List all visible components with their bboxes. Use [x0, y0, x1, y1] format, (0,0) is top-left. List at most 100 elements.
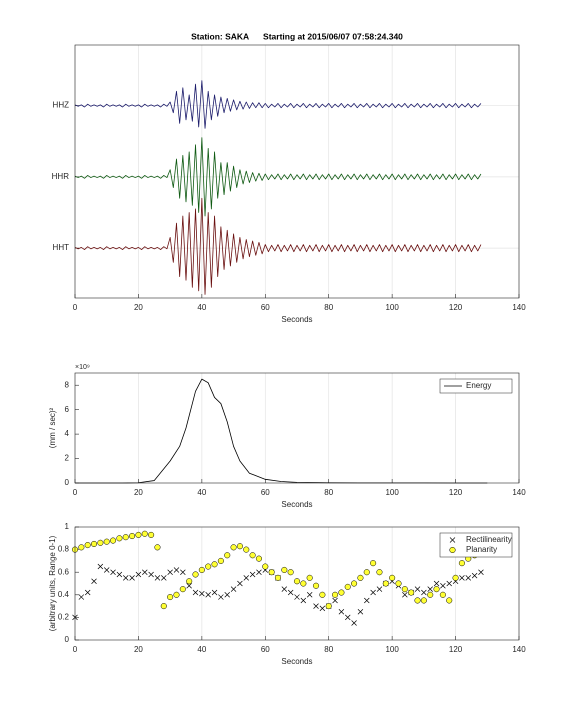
x-marker [161, 575, 167, 581]
circle-marker [401, 586, 408, 593]
y-tick-label: 0.2 [58, 613, 70, 622]
circle-marker [135, 531, 142, 538]
legend-swatch [449, 546, 456, 554]
circle-marker [351, 580, 358, 587]
circle-marker [186, 578, 193, 585]
x-marker [103, 567, 110, 573]
x-marker [376, 586, 383, 592]
x-tick-label: 0 [73, 303, 78, 312]
x-tick-label: 120 [449, 645, 463, 654]
x-marker [281, 586, 288, 592]
x-marker [116, 571, 123, 578]
legend-label: Planarity [466, 545, 497, 554]
circle-marker [141, 530, 148, 537]
circle-marker [243, 546, 250, 553]
circle-marker [408, 589, 415, 596]
x-marker [433, 580, 440, 587]
circle-marker [129, 532, 136, 540]
x-marker [306, 592, 313, 598]
y-tick-label: 1 [65, 522, 70, 531]
circle-marker [363, 569, 370, 576]
circle-marker [452, 574, 459, 581]
circle-marker [293, 578, 301, 585]
x-tick-label: 40 [197, 645, 206, 654]
x-marker [319, 605, 326, 612]
circle-marker [338, 589, 345, 596]
x-tick-label: 80 [324, 488, 333, 497]
circle-marker [154, 544, 161, 551]
circle-marker [439, 591, 446, 598]
circle-marker [230, 544, 237, 551]
circle-marker [97, 539, 104, 546]
plot-area [75, 45, 519, 298]
circle-marker [389, 574, 396, 581]
x-marker [249, 571, 256, 578]
circle-marker [236, 543, 243, 550]
circle-marker [382, 580, 389, 587]
series-line [74, 80, 482, 129]
x-tick-label: 60 [261, 488, 270, 497]
x-tick-label: 100 [385, 488, 399, 497]
x-tick-label: 80 [324, 645, 333, 654]
circle-marker [274, 574, 282, 581]
circle-marker [122, 534, 129, 541]
series-line [74, 137, 482, 217]
x-marker [173, 567, 180, 573]
x-marker [357, 609, 364, 615]
x-marker [243, 575, 250, 581]
legend-label: Rectilinearity [466, 535, 512, 544]
x-tick-label: 140 [512, 645, 526, 654]
x-marker [199, 590, 205, 597]
x-marker [84, 589, 91, 596]
x-tick-label: 0 [73, 488, 78, 497]
y-tick-label: 0 [65, 635, 70, 644]
x-marker [465, 575, 472, 581]
circle-marker [255, 555, 262, 562]
y-tick-label: HHZ [53, 101, 70, 110]
chart-title: Station: SAKA Starting at 2015/06/07 07:… [191, 31, 403, 41]
x-marker [351, 620, 357, 626]
circle-marker [84, 542, 91, 549]
circle-marker [198, 566, 205, 573]
x-marker [148, 571, 154, 578]
x-tick-label: 100 [385, 303, 399, 312]
x-marker [192, 589, 199, 596]
circle-marker [217, 557, 224, 564]
x-marker [427, 586, 433, 592]
x-marker [313, 603, 319, 609]
y-tick-label: 8 [65, 380, 70, 389]
x-tick-label: 40 [197, 488, 206, 497]
circle-marker [446, 597, 453, 604]
circle-marker [179, 586, 186, 593]
y-tick-label: 6 [65, 405, 70, 414]
x-marker [122, 575, 129, 581]
x-marker [78, 594, 85, 600]
circle-marker [148, 531, 155, 538]
circle-marker [90, 540, 98, 548]
x-marker [414, 586, 421, 592]
x-axis-label: Seconds [281, 315, 312, 324]
x-tick-label: 20 [134, 645, 143, 654]
x-tick-label: 40 [197, 303, 206, 312]
x-marker [364, 597, 370, 604]
circle-marker [300, 580, 307, 587]
legend-label: Energy [466, 381, 491, 390]
y-axis-label: (arbitrary units, Range 0-1) [48, 535, 57, 631]
y-axis-label: (mm / sec)² [48, 407, 57, 448]
circle-marker [332, 591, 339, 598]
x-marker [186, 583, 192, 589]
x-axis-label: Seconds [281, 500, 312, 509]
circle-marker [192, 571, 199, 578]
x-marker [218, 594, 224, 600]
circle-marker [376, 569, 383, 576]
y-multiplier: ×10⁹ [75, 364, 90, 371]
x-marker [459, 575, 465, 581]
x-marker [91, 578, 97, 584]
x-tick-label: 60 [261, 303, 270, 312]
x-marker [338, 609, 345, 615]
x-marker [402, 592, 408, 598]
x-tick-label: 20 [134, 488, 143, 497]
x-tick-label: 140 [512, 303, 526, 312]
circle-marker [312, 582, 320, 589]
circle-marker [224, 552, 231, 559]
